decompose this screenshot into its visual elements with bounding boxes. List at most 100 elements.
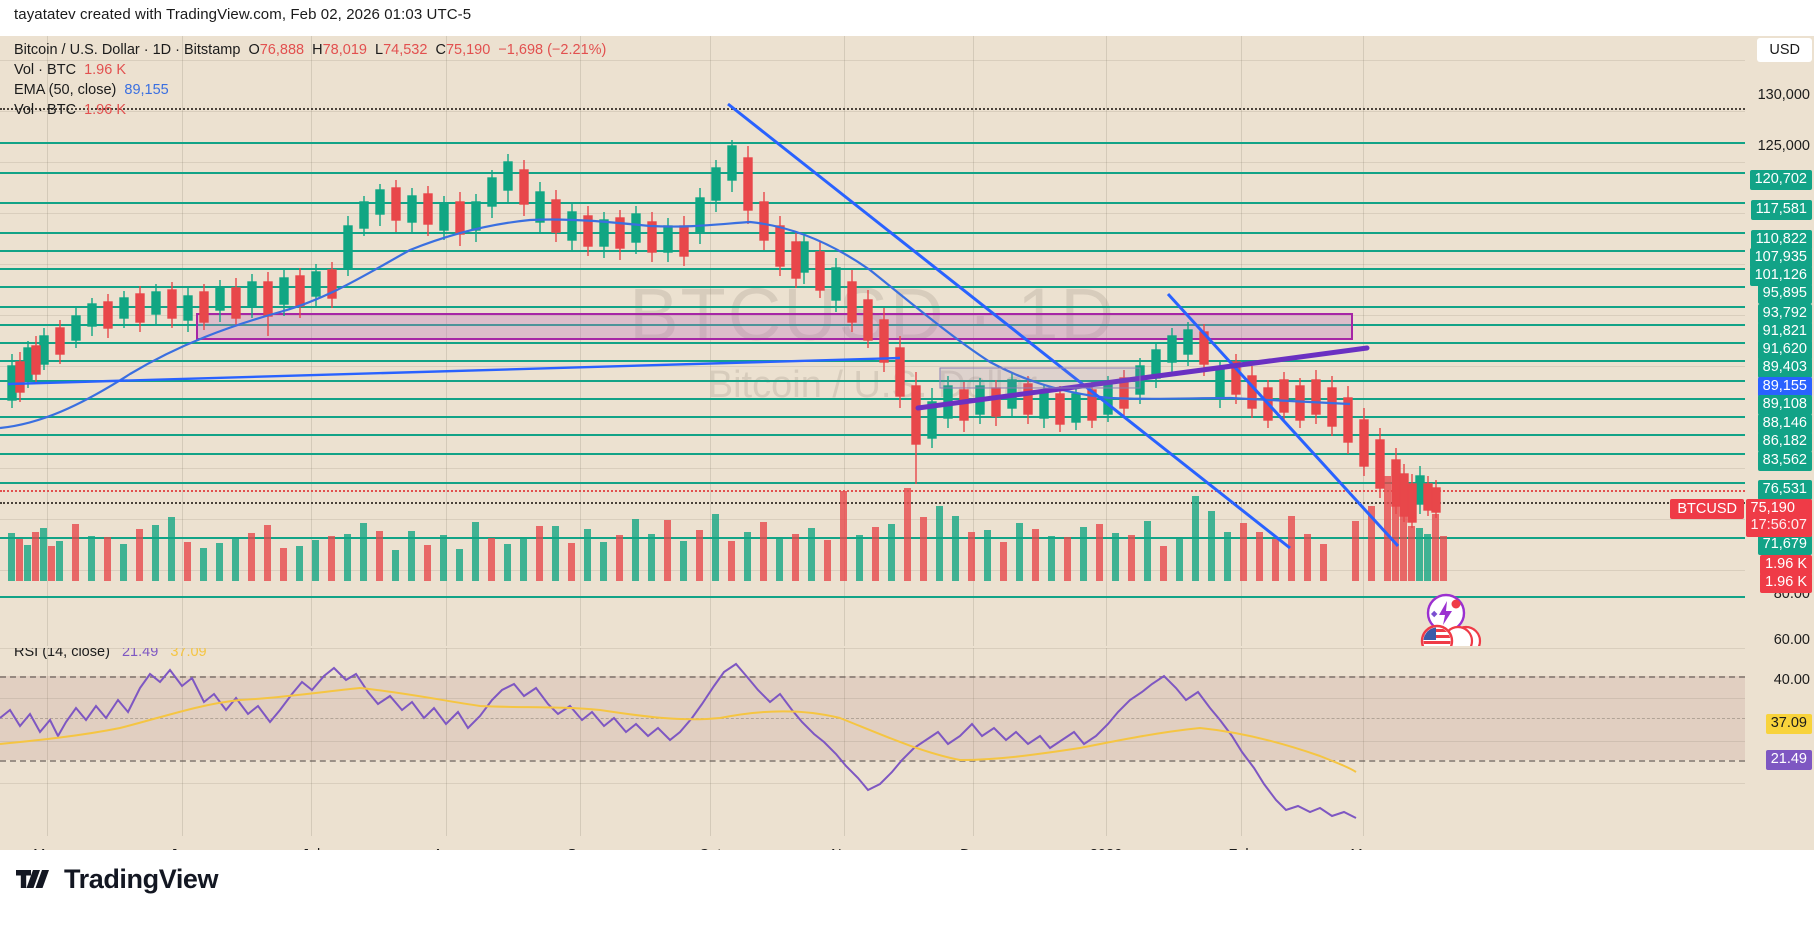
grid-line-horizontal [0,519,1745,520]
legend-ema-title: EMA (50, close) [14,82,117,98]
consolidation-box [939,367,1141,389]
grid-line-horizontal [0,213,1745,214]
grid-line-horizontal [0,366,1745,367]
axis-level-tag[interactable]: 71,679 [1757,535,1812,555]
rsi-pane[interactable]: RSI (14, close) 21.49 37.09 [0,648,1745,836]
grid-line-vertical [1363,648,1364,836]
axis-level-tag[interactable]: 91,620 [1757,340,1812,360]
grid-line-vertical [710,648,711,836]
level-line[interactable] [0,380,1745,382]
axis-level-tag[interactable]: 110,822 [1750,230,1812,250]
axis-tick-label: 130,000 [1757,87,1810,103]
idea-sparkle-marker[interactable] [1425,592,1467,634]
axis-level-tag[interactable]: 89,108 [1757,395,1812,415]
price-series-svg [0,102,1447,581]
grid-line-vertical [311,36,312,646]
grid-line-horizontal [0,783,1745,784]
price-pane[interactable]: BTCUSD · 1D Bitcoin / U.S. Dollar [0,36,1745,646]
grid-line-horizontal [0,162,1745,163]
axis-level-tag[interactable]: 86,182 [1757,432,1812,452]
legend-row-volume-2[interactable]: Vol · BTC 1.96 K [14,100,606,120]
axis-level-tag[interactable]: 117,581 [1750,200,1812,220]
axis-level-tag[interactable]: 120,702 [1749,170,1812,190]
grid-line-vertical [446,36,447,646]
last-price-countdown: 17:56:07 [1750,517,1807,533]
grid-line-horizontal [0,648,1745,649]
axis-level-tag[interactable]: 95,895 [1757,284,1812,304]
legend-volume-value-2: 1.96 K [84,102,126,118]
rsi-overbought-line [0,676,1745,678]
level-line[interactable] [0,202,1745,204]
supply-zone-rectangle[interactable] [196,313,1353,340]
symbol-price-flag[interactable]: BTCUSD [1670,499,1744,519]
axis-rsi-tag[interactable]: 21.49 [1765,750,1812,770]
level-line[interactable] [0,142,1745,144]
axis-level-tag[interactable]: 83,562 [1757,451,1812,471]
legend-open-value: 76,888 [259,42,305,58]
axis-level-tag[interactable]: 89,403 [1757,358,1812,378]
level-line[interactable] [0,268,1745,270]
axis-tick-label: 60.00 [1773,632,1810,648]
grid-line-vertical [580,36,581,646]
axis-level-tag[interactable]: 76,531 [1757,480,1812,500]
grid-line-vertical [182,648,183,836]
prev-close-dotted-line [0,502,1745,504]
level-line[interactable] [0,250,1745,252]
level-line[interactable] [0,482,1745,484]
grid-line-horizontal [0,111,1745,112]
level-line[interactable] [0,596,1745,598]
level-line[interactable] [0,398,1745,400]
legend-row-ema[interactable]: EMA (50, close) 89,155 [14,80,606,100]
axis-level-tag[interactable]: 89,155 [1757,377,1812,397]
rsi-series-svg [0,662,1357,819]
price-axis[interactable]: USD 130,000125,00080,00080.0060.0040.002… [1745,36,1814,836]
level-line[interactable] [0,453,1745,455]
axis-level-tag[interactable]: 107,935 [1749,248,1812,268]
level-line[interactable] [0,416,1745,418]
grid-line-vertical [1241,36,1242,646]
grid-line-vertical [311,648,312,836]
legend-high-value: 78,019 [322,42,367,58]
grid-line-vertical [973,648,974,836]
legend-row-volume[interactable]: Vol · BTC 1.96 K [14,60,606,80]
axis-level-tag[interactable]: 1.96 K [1760,555,1812,575]
legend-low-value: 74,532 [383,42,428,58]
axis-level-tag[interactable]: 93,792 [1757,304,1812,324]
grid-line-horizontal [0,698,1745,699]
grid-line-vertical [580,648,581,836]
currency-badge[interactable]: USD [1757,38,1812,62]
axis-level-tag[interactable]: 101,126 [1749,266,1812,286]
rsi-midline [0,718,1745,719]
legend-row-symbol[interactable]: Bitcoin / U.S. Dollar · 1D · Bitstamp O7… [14,40,606,60]
grid-line-vertical [973,36,974,646]
rsi-legend-ma-value: 37.09 [170,648,207,660]
legend-volume-title: Vol · BTC [14,62,77,78]
legend-high-label: H [312,42,323,58]
attribution-text: tayatatev created with TradingView.com, … [14,6,472,23]
level-line[interactable] [0,232,1745,234]
axis-tick-label: 125,000 [1757,138,1810,154]
grid-line-vertical [446,648,447,836]
legend-change-value: −1,698 (−2.21%) [498,42,607,58]
tradingview-wordmark: TradingView [64,864,219,894]
axis-level-tag[interactable]: 91,821 [1757,322,1812,342]
axis-level-tag[interactable]: 88,146 [1757,414,1812,434]
level-line[interactable] [0,286,1745,288]
grid-line-vertical [47,648,48,836]
rsi-line [0,662,1357,819]
level-line[interactable] [0,360,1745,362]
grid-line-horizontal [0,468,1745,469]
level-line[interactable] [0,434,1745,436]
axis-level-tag[interactable]: 1.96 K [1760,573,1812,593]
level-line[interactable] [0,172,1745,174]
axis-rsi-tag[interactable]: 37.09 [1765,714,1812,734]
ema-50-line [0,218,1351,430]
us-flag-marker-group[interactable] [1420,624,1484,646]
rsi-legend-value: 21.49 [121,648,159,660]
axis-tick-label: 40.00 [1773,672,1810,688]
level-line[interactable] [0,342,1745,344]
tradingview-logo[interactable]: TradingView [16,864,219,895]
grid-line-horizontal [0,741,1745,742]
last-price-tag[interactable]: 75,190 17:56:07 [1745,499,1812,537]
last-price-dotted-line [0,490,1745,492]
